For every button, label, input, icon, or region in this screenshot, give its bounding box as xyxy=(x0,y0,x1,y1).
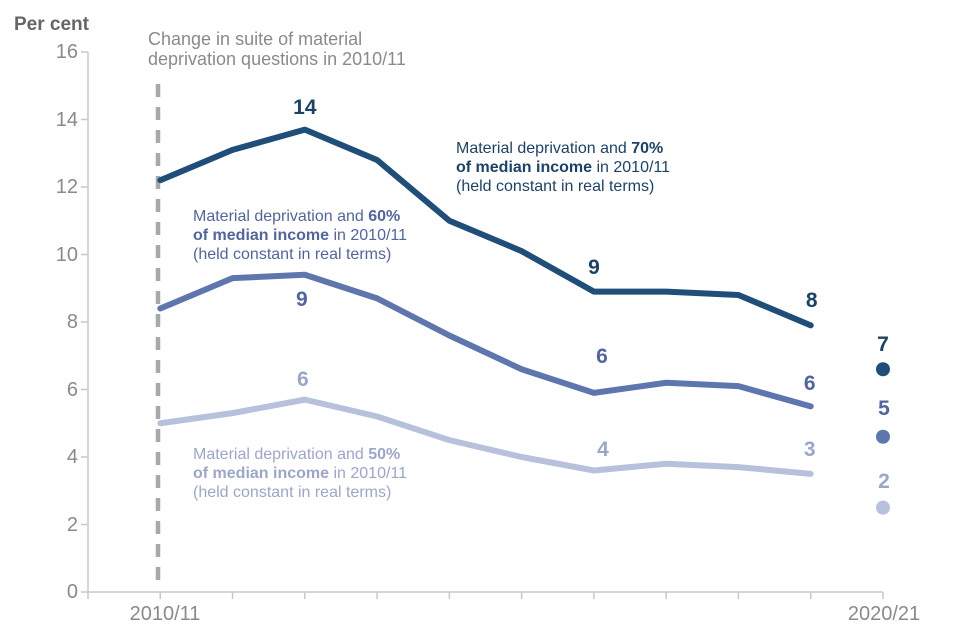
y-axis-tick-label: 12 xyxy=(55,176,78,198)
y-axis-tick-label: 4 xyxy=(66,446,78,468)
data-label-60-percent: 6 xyxy=(803,372,816,396)
data-label-60-percent: 9 xyxy=(295,287,308,311)
series-line-70-percent xyxy=(157,126,814,329)
series-line-50-percent xyxy=(157,396,814,477)
x-axis-label: 2010/11 xyxy=(129,603,201,625)
data-label-70-percent: 7 xyxy=(877,333,889,357)
series-label-70-percent: Material deprivation and 70% of median in… xyxy=(456,140,671,195)
data-label-70-percent: 14 xyxy=(293,95,317,119)
series-endpoint-dot-70-percent xyxy=(876,362,890,377)
series-endpoint-dot-50-percent xyxy=(876,500,890,515)
y-axis-tick-label: 0 xyxy=(66,581,78,603)
data-label-50-percent: 3 xyxy=(803,437,816,461)
series-label-50-percent: Material deprivation and 50% of median in… xyxy=(193,446,408,501)
y-axis-tick-label: 16 xyxy=(55,41,78,63)
survey-change-annotation: Change in suite of material deprivation q… xyxy=(148,29,406,69)
data-label-60-percent: 5 xyxy=(878,396,890,420)
series-endpoint-dot-60-percent xyxy=(876,429,890,444)
data-label-50-percent: 6 xyxy=(296,367,309,391)
data-label-60-percent: 6 xyxy=(596,344,608,368)
y-axis-tick-label: 2 xyxy=(66,513,78,536)
data-label-50-percent: 4 xyxy=(597,437,609,461)
y-axis-tick-label: 10 xyxy=(55,243,78,266)
axis-lines xyxy=(87,52,883,593)
data-label-50-percent: 2 xyxy=(878,469,890,493)
series-line-60-percent xyxy=(157,271,814,410)
y-axis-tick-label: 6 xyxy=(66,378,78,401)
x-axis-label: 2020/21 xyxy=(847,603,921,625)
data-label-70-percent: 9 xyxy=(588,255,600,279)
y-axis-tick-label: 14 xyxy=(55,108,78,131)
series-label-60-percent: Material deprivation and 60% of median in… xyxy=(193,208,408,263)
data-label-70-percent: 8 xyxy=(805,289,818,313)
y-axis-tick-label: 8 xyxy=(66,311,78,333)
y-axis-title: Per cent xyxy=(14,14,89,35)
